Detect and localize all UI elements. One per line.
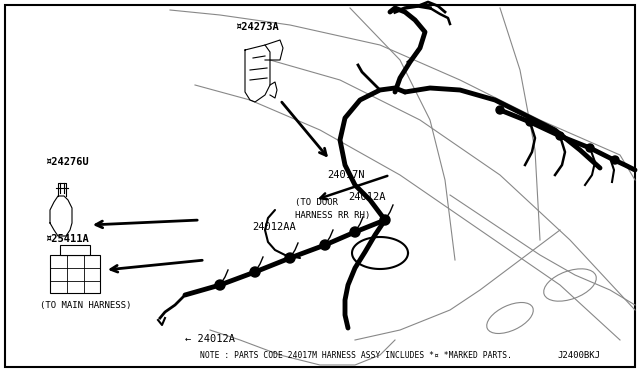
Circle shape bbox=[250, 267, 260, 277]
Text: NOTE : PARTS CODE 24017M HARNESS ASSY INCLUDES *¤ *MARKED PARTS.: NOTE : PARTS CODE 24017M HARNESS ASSY IN… bbox=[200, 351, 512, 360]
Text: (TO MAIN HARNESS): (TO MAIN HARNESS) bbox=[40, 301, 131, 310]
Text: 24017N: 24017N bbox=[327, 170, 365, 180]
Circle shape bbox=[586, 144, 594, 152]
Circle shape bbox=[611, 156, 619, 164]
Text: 24012A: 24012A bbox=[348, 192, 385, 202]
Circle shape bbox=[556, 132, 564, 140]
Circle shape bbox=[320, 240, 330, 250]
Text: HARNESS RR RH): HARNESS RR RH) bbox=[295, 211, 371, 220]
Circle shape bbox=[496, 106, 504, 114]
Text: ¤24273A: ¤24273A bbox=[235, 22, 279, 32]
Text: 24012AA: 24012AA bbox=[252, 222, 296, 232]
Text: ¤24276U: ¤24276U bbox=[45, 157, 89, 167]
Bar bbox=[60, 245, 90, 255]
Circle shape bbox=[350, 227, 360, 237]
Bar bbox=[50, 255, 100, 293]
Text: ← 24012A: ← 24012A bbox=[185, 334, 235, 344]
Circle shape bbox=[215, 280, 225, 290]
Circle shape bbox=[285, 253, 295, 263]
Circle shape bbox=[380, 215, 390, 225]
Circle shape bbox=[526, 118, 534, 126]
Text: ¤25411A: ¤25411A bbox=[45, 234, 89, 244]
Text: J2400BKJ: J2400BKJ bbox=[557, 351, 600, 360]
Text: (TO DOOR: (TO DOOR bbox=[295, 198, 338, 207]
